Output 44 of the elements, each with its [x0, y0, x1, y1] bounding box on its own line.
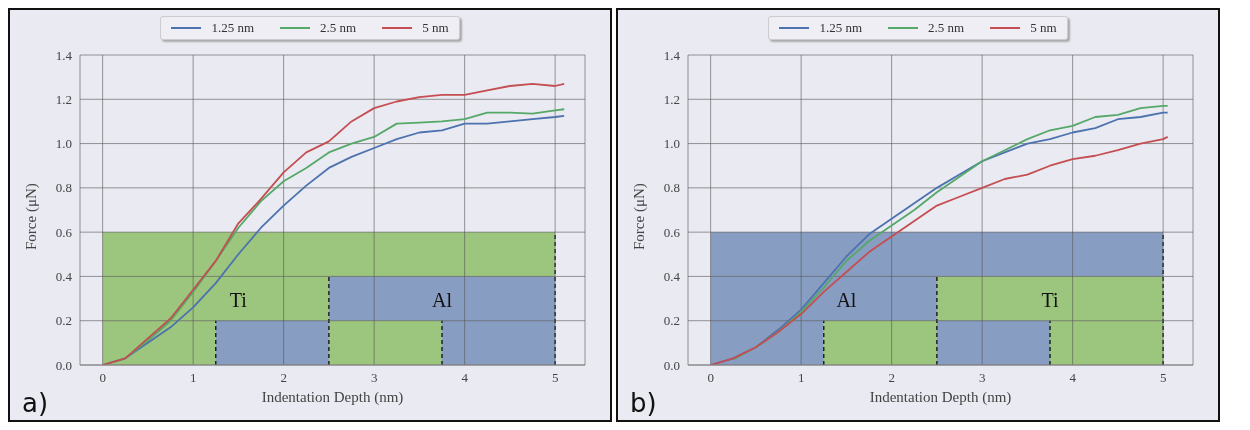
- annotation: Ti: [229, 288, 248, 311]
- y-tick-label: 0.8: [55, 180, 72, 196]
- x-tick-label: 1: [189, 370, 197, 386]
- x-axis-title: Indentation Depth (nm): [261, 389, 404, 406]
- y-axis-title: Force (μN): [631, 183, 649, 250]
- y-tick-label: 0.0: [55, 357, 72, 373]
- y-tick-label: 0.8: [663, 180, 680, 196]
- x-tick-label: 0: [707, 370, 714, 386]
- x-tick-label: 2: [888, 370, 895, 386]
- x-tick-label: 0: [99, 370, 106, 386]
- y-tick-label: 0.6: [663, 224, 681, 240]
- x-tick-label: 5: [1159, 370, 1167, 386]
- legend-label: 2.5 nm: [319, 20, 357, 36]
- text: b): [630, 388, 657, 418]
- y-tick-label: 1.2: [55, 91, 72, 107]
- x-axis-title: Indentation Depth (nm): [869, 389, 1012, 406]
- y-tick-label: 1.4: [663, 47, 681, 63]
- legend-label: 2.5 nm: [927, 20, 965, 36]
- x-tick-label: 4: [1069, 370, 1077, 386]
- y-axis-title: Force (μN): [23, 183, 41, 250]
- x-tick-label: 3: [978, 370, 986, 386]
- y-tick-label: 0.2: [55, 313, 72, 329]
- annotation: Al: [432, 288, 453, 311]
- y-tick-label: 0.2: [663, 313, 680, 329]
- y-tick-label: 1.0: [663, 136, 680, 152]
- text: a): [22, 388, 49, 418]
- y-tick-label: 0.0: [663, 357, 680, 373]
- y-tick-label: 1.4: [55, 47, 73, 63]
- legend-label: 1.25 nm: [210, 20, 255, 36]
- x-tick-label: 3: [370, 370, 378, 386]
- y-tick-label: 0.4: [663, 269, 681, 285]
- x-tick-label: 5: [551, 370, 559, 386]
- x-tick-label: 1: [797, 370, 805, 386]
- y-tick-label: 0.4: [55, 269, 73, 285]
- y-tick-label: 1.2: [663, 91, 680, 107]
- annotation: Ti: [1041, 288, 1059, 311]
- legend-label: 5 nm: [1029, 20, 1057, 36]
- y-tick-label: 0.6: [55, 224, 73, 240]
- legend-label: 1.25 nm: [818, 20, 863, 36]
- y-tick-label: 1.0: [55, 136, 72, 152]
- annotation: Al: [836, 288, 857, 311]
- x-tick-label: 4: [461, 370, 469, 386]
- legend-label: 5 nm: [421, 20, 449, 36]
- x-tick-label: 2: [280, 370, 287, 386]
